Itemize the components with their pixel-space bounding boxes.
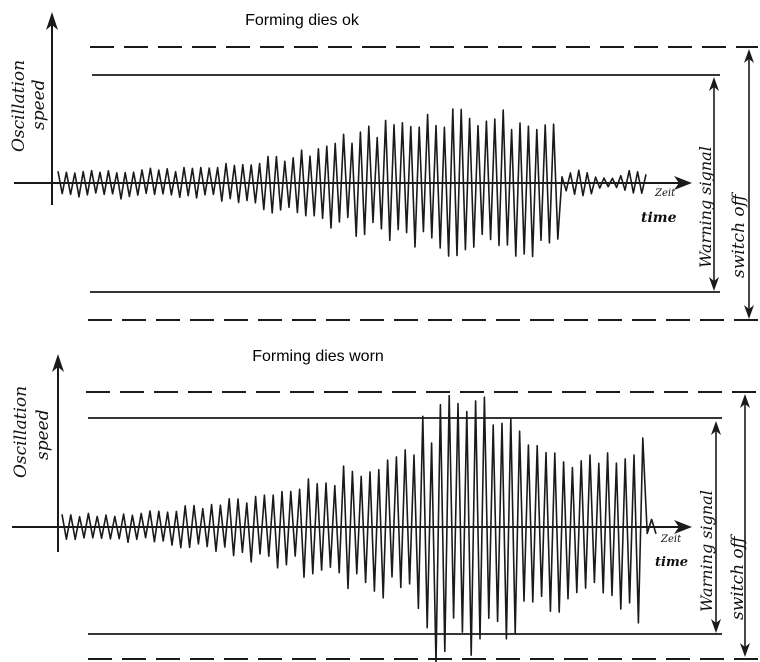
time-label-en: time	[655, 555, 688, 570]
warning-signal-label: Warning signal	[696, 146, 715, 268]
panel-title: Forming dies worn	[252, 348, 384, 365]
panel-title: Forming dies ok	[245, 12, 360, 29]
warning-signal-label: Warning signal	[697, 490, 716, 612]
warning-arrow-down-icon	[709, 277, 719, 291]
oscillation-signal	[57, 108, 647, 258]
warning-arrow-up-icon	[711, 421, 721, 435]
switch-off-label: switch off	[729, 191, 749, 278]
y-axis-label-line1: Oscillation	[9, 60, 29, 152]
oscillation-trace	[61, 394, 657, 662]
time-label-de: Zeit	[660, 534, 682, 545]
switch-off-arrow-down-icon	[740, 643, 750, 657]
time-axis-arrow-icon	[674, 520, 692, 534]
panel-dies-ok: Forming dies ok Oscillation speed Zeit t…	[9, 12, 758, 321]
oscillation-trace	[57, 108, 647, 258]
switch-off-arrow-up-icon	[744, 49, 754, 63]
warning-arrow-down-icon	[711, 619, 721, 633]
time-axis-arrow-icon	[674, 176, 692, 190]
switch-off-arrow-up-icon	[740, 394, 750, 408]
time-label-de: Zeit	[654, 188, 676, 199]
y-axis-label-line2: speed	[33, 409, 53, 460]
y-axis-arrow-icon	[52, 354, 64, 372]
switch-off-label: switch off	[728, 533, 748, 620]
time-label-en: time	[641, 210, 677, 226]
switch-off-arrow-down-icon	[744, 305, 754, 319]
y-axis-label-line1: Oscillation	[11, 386, 31, 478]
y-axis-arrow-icon	[46, 12, 58, 30]
y-axis-label-line2: speed	[29, 79, 49, 130]
panel-dies-worn: Forming dies worn Oscillation speed Zeit…	[11, 348, 758, 662]
warning-arrow-up-icon	[709, 77, 719, 91]
oscillation-signal	[61, 394, 657, 662]
